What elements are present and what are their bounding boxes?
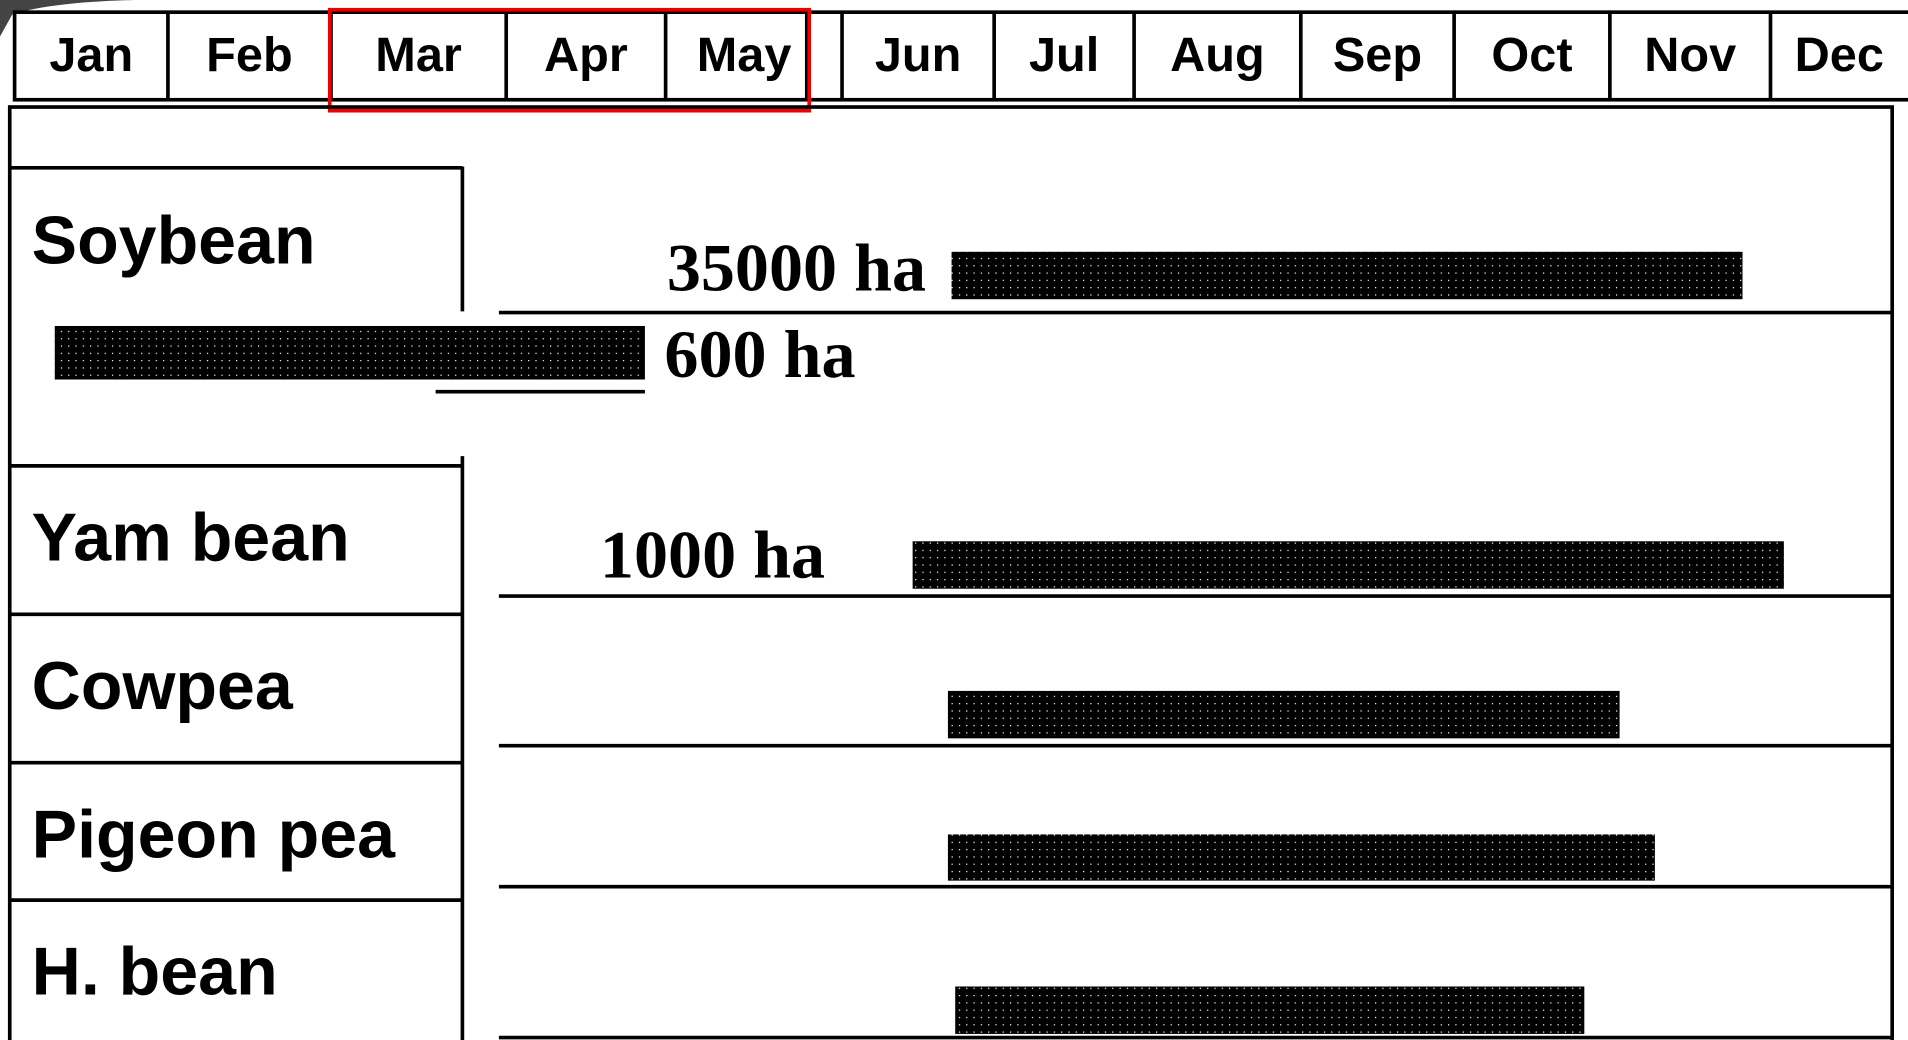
month-label: Jun (875, 28, 962, 82)
season-bar (54, 325, 645, 380)
month-label: Sep (1333, 28, 1422, 82)
season-bar (947, 690, 1620, 739)
crop-name: Yam bean (32, 500, 350, 576)
month-label: May (697, 28, 792, 82)
corner-decoration (0, 0, 134, 37)
month-label: Apr (544, 28, 628, 82)
month-label: Dec (1795, 28, 1884, 82)
season-bar (912, 541, 1784, 589)
month-label: Oct (1491, 28, 1572, 82)
highlight-box (327, 7, 812, 113)
month-label: Aug (1170, 28, 1265, 82)
season-bar (951, 251, 1743, 300)
season-bar (955, 986, 1585, 1034)
month-label: Mar (375, 28, 462, 82)
month-label: Feb (206, 28, 293, 82)
main-frame (7, 105, 1895, 1040)
header-frame (12, 10, 1908, 102)
crop-name: Cowpea (32, 648, 294, 724)
area-label: 35000 ha (667, 230, 926, 306)
month-label: Jan (49, 28, 133, 82)
crop-name: Pigeon pea (32, 796, 397, 872)
area-label: 1000 ha (600, 517, 825, 593)
area-label: 600 ha (664, 316, 855, 392)
month-label: Nov (1644, 28, 1736, 82)
crop-name: Soybean (32, 203, 316, 279)
month-label: Jul (1029, 28, 1099, 82)
month-header: Jan Feb Mar Apr May Jun Jul Aug Sep Oct Nov Dec (12, 10, 1908, 102)
season-bar (947, 834, 1655, 881)
crop-name: H. bean (32, 934, 278, 1010)
